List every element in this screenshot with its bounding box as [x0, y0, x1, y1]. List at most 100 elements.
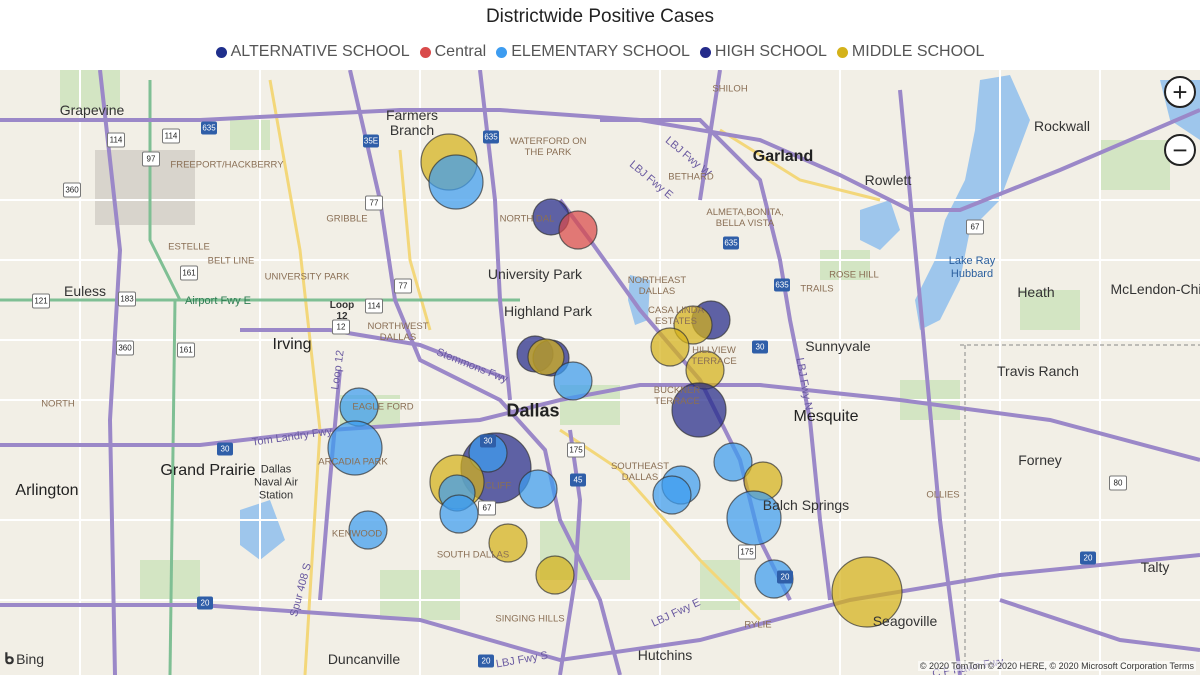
legend-item-elementary[interactable]: ELEMENTARY SCHOOL [496, 43, 690, 61]
label-lake-ray-hubbard: Lake Ray Hubbard [948, 255, 996, 280]
shield-us67-b: 67 [478, 500, 496, 516]
shield-i20-a: 20 [197, 596, 213, 610]
shield-us183: 183 [118, 291, 136, 307]
bubble-elementary-29[interactable] [754, 559, 794, 599]
shield-i45: 45 [570, 473, 586, 487]
bubble-middle-28[interactable] [535, 555, 575, 595]
bubble-elementary-24[interactable] [652, 475, 692, 515]
shield-us175-a: 175 [567, 442, 585, 458]
label-arlington: Arlington [15, 482, 79, 499]
shield-i20-b: 20 [478, 654, 494, 668]
shield-us175-b: 175 [738, 544, 756, 560]
bing-label: Bing [16, 651, 45, 667]
shield-us80: 80 [1109, 475, 1127, 491]
label-euless: Euless [63, 283, 107, 299]
hood-north-dallas: NORTH DAL [499, 213, 555, 225]
bubble-high-13[interactable] [671, 382, 727, 438]
hood-south-dallas: SOUTH DALLAS [436, 549, 510, 561]
bubble-elementary-20[interactable] [518, 469, 558, 509]
hood-rose-hill: ROSE HILL [829, 269, 879, 281]
legend-item-middle[interactable]: MIDDLE SCHOOL [836, 43, 985, 61]
bubble-central-3[interactable] [558, 210, 598, 250]
bubble-layer [327, 133, 903, 628]
shield-us77-b: 77 [394, 278, 412, 294]
hood-ollies: OLLIES [926, 489, 960, 501]
shield-us114-b: 114 [162, 128, 180, 144]
shield-i20-d: 20 [777, 570, 793, 584]
hood-southeast-dallas: SOUTHEAST DALLAS [610, 461, 670, 483]
hood-arcadia-park: ARCADIA PARK [318, 456, 388, 468]
hood-cliff: CLIFF [484, 480, 512, 492]
shield-i30-a: 30 [217, 442, 233, 456]
shield-us77-a: 77 [365, 195, 383, 211]
legend-dot-elementary [496, 46, 508, 58]
shield-us360-b: 360 [116, 340, 134, 356]
label-garland: Garland [752, 148, 814, 165]
legend-label-high: HIGH SCHOOL [714, 43, 827, 60]
legend: ALTERNATIVE SCHOOL Central ELEMENTARY SC… [0, 43, 1200, 61]
bubble-elementary-1[interactable] [428, 154, 484, 210]
bubble-middle-30[interactable] [831, 556, 903, 628]
bubble-elementary-19[interactable] [439, 494, 479, 534]
label-farmers-branch: Farmers Branch [385, 107, 439, 138]
shield-i635-a: 635 [201, 121, 217, 135]
map-copyright: © 2020 TomTom © 2020 HERE, © 2020 Micros… [917, 661, 1196, 671]
label-seagoville: Seagoville [872, 613, 938, 629]
label-dallas-naval: Dallas Naval Air Station [253, 463, 299, 502]
bubble-elementary-11[interactable] [553, 361, 593, 401]
road-airport-fwy: Airport Fwy E [184, 295, 252, 307]
shield-us360-a: 360 [63, 182, 81, 198]
bubble-elementary-16[interactable] [468, 433, 508, 473]
label-highland-park: Highland Park [504, 303, 592, 319]
zoom-out-button[interactable]: − [1164, 134, 1196, 166]
hood-north: NORTH [41, 398, 75, 410]
label-travis-ranch: Travis Ranch [997, 363, 1079, 379]
legend-label-middle: MIDDLE SCHOOL [851, 43, 985, 60]
shield-us161-a: 161 [180, 265, 198, 281]
bubble-elementary-14[interactable] [327, 420, 383, 476]
shield-us114-c: 114 [365, 298, 383, 314]
hood-estelle: ESTELLE [168, 241, 210, 253]
label-heath: Heath [1017, 284, 1055, 300]
bubble-middle-6[interactable] [650, 327, 690, 367]
label-rowlett: Rowlett [864, 172, 912, 188]
legend-item-high[interactable]: HIGH SCHOOL [699, 43, 827, 61]
label-rockwall: Rockwall [1033, 118, 1091, 134]
hood-freeport: FREEPORT/HACKBERRY [170, 159, 284, 171]
shield-us12: 12 [332, 319, 350, 335]
bubble-elementary-21[interactable] [713, 442, 753, 482]
label-hutchins: Hutchins [637, 647, 693, 663]
bing-logo[interactable]: ᑲ Bing [4, 649, 44, 669]
label-grand-prairie: Grand Prairie [160, 462, 256, 479]
legend-label-alternative: ALTERNATIVE SCHOOL [230, 43, 410, 60]
label-sunnyvale: Sunnyvale [805, 338, 871, 354]
legend-item-central[interactable]: Central [419, 43, 487, 61]
legend-dot-high [699, 46, 711, 58]
hood-buckner: BUCKNER TERRACE [653, 385, 701, 407]
label-university-park: University Park [487, 266, 583, 282]
shield-i635-c: 635 [723, 236, 739, 250]
hood-eagle-ford: EAGLE FORD [352, 401, 414, 413]
hood-gribble: GRIBBLE [326, 213, 368, 225]
legend-item-alternative[interactable]: ALTERNATIVE SCHOOL [215, 43, 410, 61]
hood-northwest-dallas: NORTHWEST DALLAS [367, 321, 429, 343]
legend-label-central: Central [434, 43, 487, 60]
label-dallas: Dallas [506, 400, 560, 421]
bubble-elementary-26[interactable] [348, 510, 388, 550]
shield-us161-b: 161 [177, 342, 195, 358]
shield-i635-d: 635 [774, 278, 790, 292]
bubble-middle-9[interactable] [527, 338, 565, 376]
shield-i20-c: 20 [1080, 551, 1096, 565]
bubble-middle-27[interactable] [488, 523, 528, 563]
hood-trails: TRAILS [800, 283, 834, 295]
map-canvas[interactable]: Grapevine Farmers Branch Garland Rowlett… [0, 70, 1200, 675]
bing-icon: ᑲ [4, 651, 15, 668]
shield-us67-a: 67 [966, 219, 984, 235]
shield-us97: 97 [142, 151, 160, 167]
hood-waterford: WATERFORD ON THE PARK [509, 136, 587, 158]
label-duncanville: Duncanville [327, 651, 401, 667]
shield-us121: 121 [32, 293, 50, 309]
label-mesquite: Mesquite [793, 408, 859, 425]
legend-label-elementary: ELEMENTARY SCHOOL [511, 43, 690, 60]
zoom-in-button[interactable]: + [1164, 76, 1196, 108]
